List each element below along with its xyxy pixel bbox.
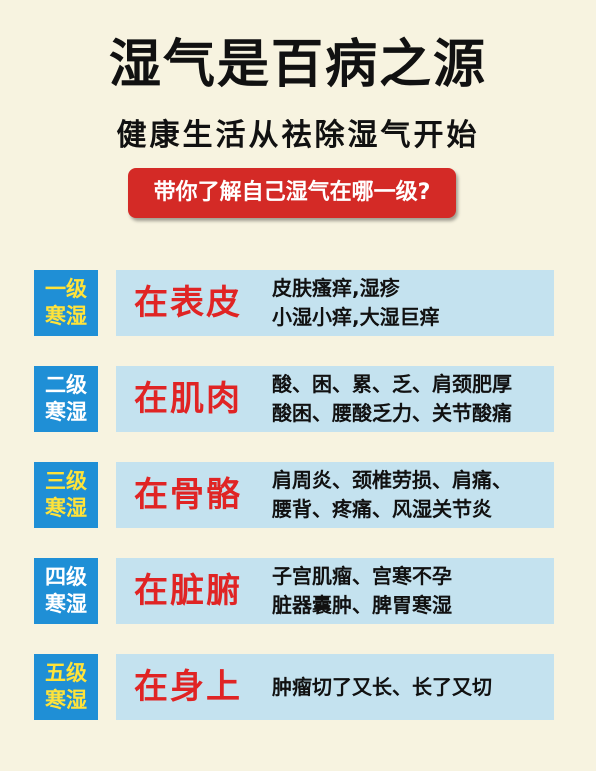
level-description: 肩周炎、颈椎劳损、肩痛、 腰背、疼痛、风湿关节炎: [272, 462, 552, 528]
level-type: 寒湿: [45, 496, 87, 520]
description-line: 小湿小痒,大湿巨痒: [272, 305, 440, 329]
page-title: 湿气是百病之源: [108, 35, 487, 95]
level-description: 肿瘤切了又长、长了又切: [272, 654, 552, 720]
level-location: 在肌肉: [134, 379, 242, 419]
level-badge: 一级 寒湿: [34, 270, 98, 336]
level-location: 在身上: [134, 667, 242, 707]
level-content: [116, 270, 554, 336]
description-line: 肩周炎、颈椎劳损、肩痛、: [272, 468, 512, 492]
level-badge: 五级 寒湿: [34, 654, 98, 720]
description-line: 酸困、腰酸乏力、关节酸痛: [272, 401, 512, 425]
description-line: 皮肤瘙痒,湿疹: [272, 276, 400, 300]
description-line: 子宫肌瘤、宫寒不孕: [272, 564, 452, 588]
level-number: 五级: [45, 661, 87, 685]
level-location: 在脏腑: [134, 571, 242, 611]
level-row-2: 二级 寒湿 在肌肉 酸、困、累、乏、肩颈肥厚 酸困、腰酸乏力、关节酸痛: [0, 366, 596, 432]
description-line: 脏器囊肿、脾胃寒湿: [272, 593, 452, 617]
level-content: [116, 558, 554, 624]
level-type: 寒湿: [45, 592, 87, 616]
level-location: 在表皮: [134, 283, 242, 323]
level-description: 皮肤瘙痒,湿疹 小湿小痒,大湿巨痒: [272, 270, 552, 336]
level-row-4: 四级 寒湿 在脏腑 子宫肌瘤、宫寒不孕 脏器囊肿、脾胃寒湿: [0, 558, 596, 624]
level-number: 二级: [45, 373, 87, 397]
level-type: 寒湿: [45, 688, 87, 712]
level-row-5: 五级 寒湿 在身上 肿瘤切了又长、长了又切: [0, 654, 596, 720]
level-location: 在骨骼: [134, 475, 242, 515]
level-number: 四级: [45, 565, 87, 589]
level-description: 酸、困、累、乏、肩颈肥厚 酸困、腰酸乏力、关节酸痛: [272, 366, 552, 432]
description-line: 腰背、疼痛、风湿关节炎: [272, 497, 492, 521]
level-type: 寒湿: [45, 400, 87, 424]
level-content: [116, 654, 554, 720]
level-badge: 四级 寒湿: [34, 558, 98, 624]
level-badge: 二级 寒湿: [34, 366, 98, 432]
level-description: 子宫肌瘤、宫寒不孕 脏器囊肿、脾胃寒湿: [272, 558, 552, 624]
level-content: [116, 366, 554, 432]
level-number: 一级: [45, 277, 87, 301]
level-badge: 三级 寒湿: [34, 462, 98, 528]
page-subtitle: 健康生活从祛除湿气开始: [116, 118, 480, 153]
level-row-1: 一级 寒湿 在表皮 皮肤瘙痒,湿疹 小湿小痒,大湿巨痒: [0, 270, 596, 336]
level-type: 寒湿: [45, 304, 87, 328]
description-line: 肿瘤切了又长、长了又切: [272, 675, 492, 699]
question-banner: 带你了解自己湿气在哪一级?: [128, 168, 456, 218]
description-line: 酸、困、累、乏、肩颈肥厚: [272, 372, 512, 396]
level-content: [116, 462, 554, 528]
level-row-3: 三级 寒湿 在骨骼 肩周炎、颈椎劳损、肩痛、 腰背、疼痛、风湿关节炎: [0, 462, 596, 528]
level-number: 三级: [45, 469, 87, 493]
